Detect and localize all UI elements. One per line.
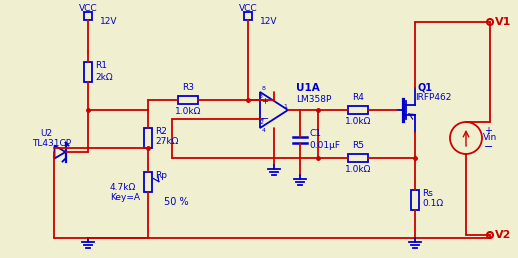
Text: Key=A: Key=A (110, 192, 140, 201)
Text: V1: V1 (495, 17, 511, 27)
Bar (411, 190, 419, 210)
Text: R1: R1 (95, 61, 107, 70)
Text: U1A: U1A (296, 83, 320, 93)
Circle shape (487, 232, 493, 238)
Text: 4.7kΩ: 4.7kΩ (110, 182, 136, 191)
Text: 4: 4 (262, 128, 266, 133)
Bar (84, 12, 92, 20)
Text: 12V: 12V (260, 18, 278, 27)
Text: TL431CP: TL431CP (32, 139, 71, 148)
Text: R3: R3 (182, 84, 194, 93)
Bar (178, 96, 198, 104)
Text: 0.01μF: 0.01μF (309, 141, 340, 149)
Text: Rp: Rp (155, 171, 167, 180)
Text: VCC: VCC (79, 4, 97, 13)
Text: 2: 2 (259, 120, 263, 125)
Text: Rs: Rs (422, 189, 433, 198)
Text: R2: R2 (155, 126, 167, 135)
Bar (348, 154, 368, 162)
Bar (244, 12, 252, 20)
Text: 50 %: 50 % (164, 197, 189, 207)
Text: 1.0kΩ: 1.0kΩ (345, 117, 371, 125)
Text: +: + (484, 126, 492, 136)
Text: 12V: 12V (100, 18, 118, 27)
Text: 1: 1 (283, 104, 287, 109)
Text: LM358P: LM358P (296, 94, 332, 103)
Bar (144, 172, 152, 192)
Text: R5: R5 (352, 141, 364, 150)
Text: V2: V2 (495, 230, 511, 240)
Text: 8: 8 (262, 86, 266, 92)
Text: IRFP462: IRFP462 (415, 93, 451, 102)
Text: 27kΩ: 27kΩ (155, 138, 178, 147)
Text: VCC: VCC (239, 4, 257, 13)
Text: −: − (484, 142, 493, 152)
Text: U2: U2 (40, 130, 52, 139)
Text: R4: R4 (352, 93, 364, 102)
Text: 1.0kΩ: 1.0kΩ (175, 107, 201, 116)
Circle shape (487, 19, 493, 25)
Bar (348, 106, 368, 114)
Text: +: + (262, 96, 268, 106)
Text: 1.0kΩ: 1.0kΩ (345, 165, 371, 173)
Text: 0.1Ω: 0.1Ω (422, 199, 443, 208)
Text: C1: C1 (309, 128, 321, 138)
Text: Q1: Q1 (417, 83, 432, 93)
Circle shape (450, 122, 482, 154)
Bar (84, 62, 92, 82)
Text: −: − (261, 114, 269, 124)
Text: 3: 3 (259, 94, 263, 100)
Bar (144, 128, 152, 148)
Text: Vin: Vin (483, 133, 497, 141)
Text: 2kΩ: 2kΩ (95, 72, 112, 82)
